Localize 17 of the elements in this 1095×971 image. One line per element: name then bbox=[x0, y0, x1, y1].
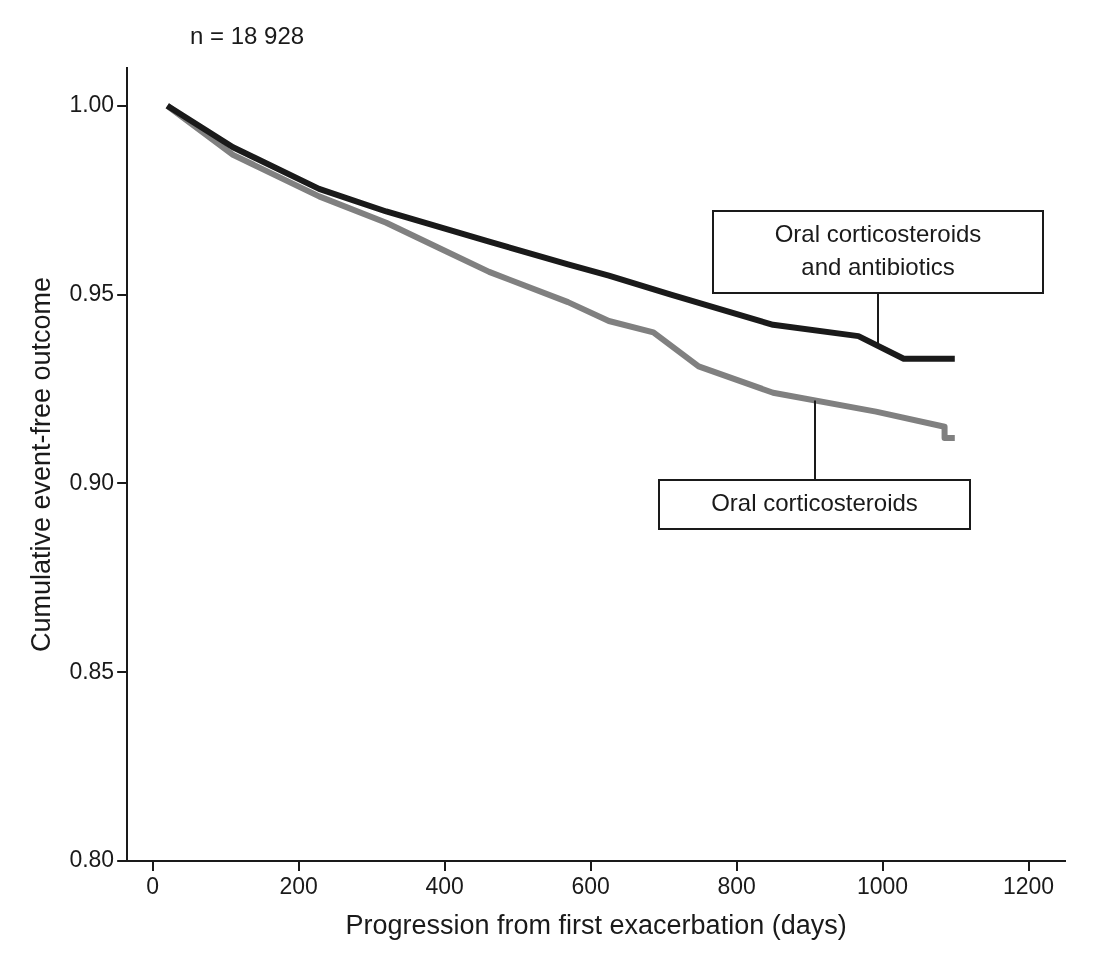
y-tick-label: 0.80 bbox=[69, 846, 115, 873]
x-tick-label: 200 bbox=[279, 873, 318, 900]
y-tick-label: 0.90 bbox=[69, 468, 115, 495]
series-label: Oral corticosteroids and antibiotics bbox=[774, 220, 982, 281]
x-tick-label: 800 bbox=[717, 873, 756, 900]
y-tick-label: 1.00 bbox=[69, 91, 115, 118]
x-tick-label: 400 bbox=[425, 873, 464, 900]
x-tick-label: 1200 bbox=[1002, 873, 1055, 900]
y-tick-label: 0.85 bbox=[69, 657, 115, 684]
x-axis-title: Progression from first exacerbation (days) bbox=[345, 910, 847, 941]
x-tick-label: 0 bbox=[146, 873, 160, 900]
text: Oral corticosteroids bbox=[711, 489, 918, 517]
x-tick-label: 600 bbox=[571, 873, 610, 900]
y-axis-title: Cumulative event-free outcome bbox=[25, 276, 56, 653]
text: n = 18 928 bbox=[190, 22, 305, 49]
x-tick-label: 1000 bbox=[856, 873, 909, 900]
y-tick-label: 0.95 bbox=[69, 279, 115, 306]
